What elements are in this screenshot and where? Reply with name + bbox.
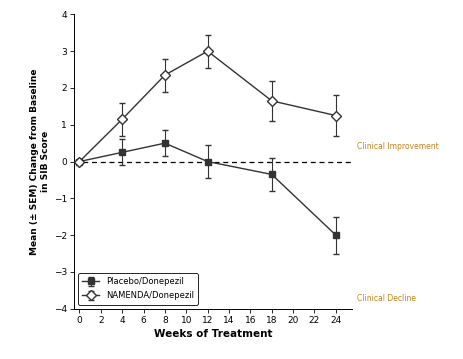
Text: Clinical Improvement: Clinical Improvement	[357, 142, 438, 151]
Legend: Placebo/Donepezil, NAMENDA/Donepezil: Placebo/Donepezil, NAMENDA/Donepezil	[78, 273, 198, 304]
Y-axis label: Mean (± SEM) Change from Baseline
in SIB Score: Mean (± SEM) Change from Baseline in SIB…	[30, 68, 50, 255]
X-axis label: Weeks of Treatment: Weeks of Treatment	[154, 329, 272, 339]
Text: Clinical Decline: Clinical Decline	[357, 294, 415, 303]
